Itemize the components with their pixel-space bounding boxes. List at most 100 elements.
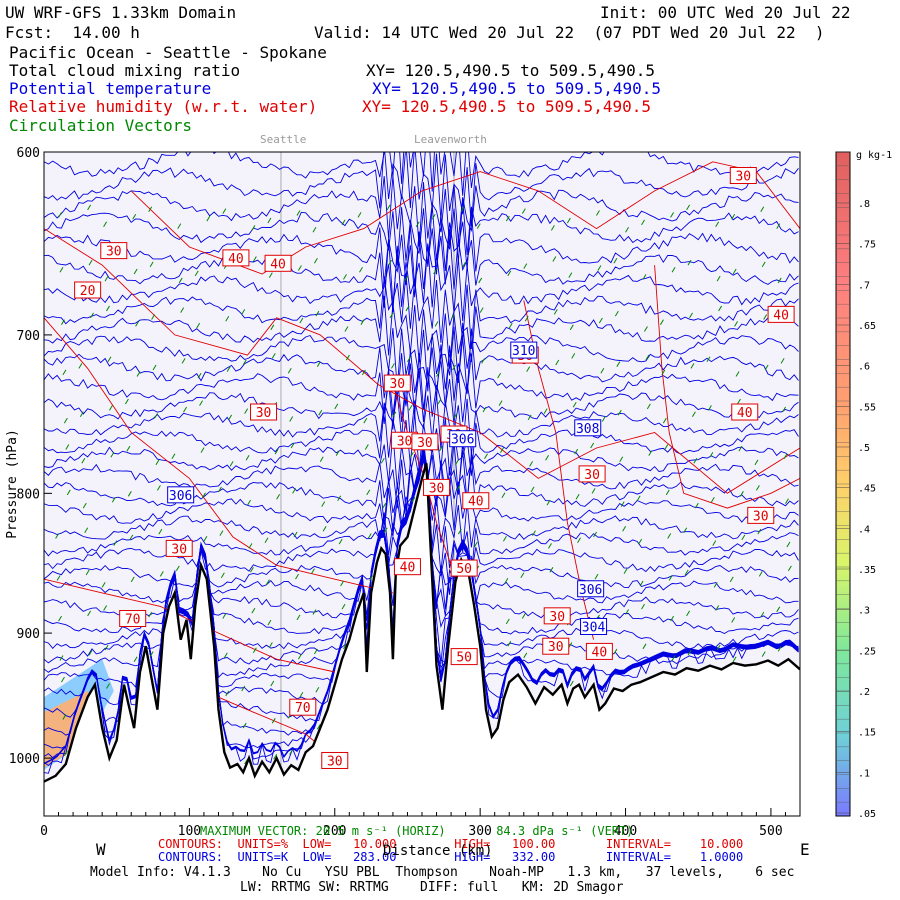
vector-arrow — [59, 655, 64, 661]
vector-arrow — [148, 611, 153, 618]
vector-arrow — [87, 610, 92, 617]
vector-arrow — [783, 453, 788, 459]
vector-arrow — [363, 417, 368, 424]
vector-arrow — [505, 215, 510, 222]
vector-arrow — [527, 414, 532, 421]
vector-arrow — [508, 322, 513, 329]
vector-arrow — [386, 204, 391, 211]
vector-arrow — [532, 530, 536, 536]
vector-arrow — [287, 368, 292, 374]
vector-arrow — [181, 358, 186, 364]
vector-arrow — [241, 685, 246, 692]
vector-arrow — [660, 319, 664, 325]
vector-arrow — [764, 364, 769, 371]
west-label: W — [96, 840, 106, 859]
vector-arrow — [758, 571, 763, 577]
vector-arrow — [598, 317, 603, 324]
vector-arrow — [335, 450, 340, 456]
colorbar-label: .3 — [858, 606, 870, 617]
rh-label: 30 — [548, 640, 564, 655]
max-vector-note: MAXIMUM VECTOR: 20.5 m s⁻¹ (HORIZ) 84.3 … — [200, 824, 634, 838]
vector-arrow — [127, 491, 132, 497]
vector-arrow — [693, 458, 698, 464]
vector-arrow — [84, 527, 89, 533]
vector-arrow — [706, 356, 711, 362]
vector-arrow — [623, 568, 628, 574]
vector-arrow — [312, 609, 317, 615]
vector-arrow — [523, 652, 528, 659]
vector-arrow — [431, 214, 436, 220]
theta-contour — [44, 228, 799, 308]
vector-arrow — [409, 451, 414, 458]
vector-arrow — [338, 538, 343, 545]
colorbar-label: .75 — [858, 240, 876, 251]
vector-arrow — [90, 312, 94, 319]
vector-arrow — [270, 680, 275, 687]
vector-arrow — [244, 408, 249, 414]
vector-arrow — [194, 270, 199, 277]
vector-arrow — [757, 528, 762, 535]
vector-arrow — [251, 607, 256, 614]
vector-arrow — [521, 208, 526, 214]
vector-arrow — [436, 371, 440, 377]
rh-label: 30 — [106, 245, 122, 260]
theta-label-box — [167, 486, 195, 504]
rh-label: 40 — [737, 406, 753, 421]
theta-contour-info: CONTOURS: UNITS=K LOW= 283.00 HIGH= 332.… — [158, 850, 744, 864]
vector-arrow — [345, 354, 350, 361]
vector-arrow — [55, 533, 60, 539]
theta-contour — [44, 198, 799, 267]
colorbar-label: .55 — [858, 402, 876, 413]
vector-arrow — [497, 372, 502, 379]
vector-arrow — [455, 459, 459, 466]
vector-arrow — [273, 754, 278, 760]
vector-arrow — [737, 398, 741, 405]
vector-arrow — [175, 565, 180, 572]
vector-arrow — [369, 575, 374, 581]
rh-label: 30 — [389, 377, 405, 392]
vector-arrow — [735, 371, 740, 377]
vector-arrow — [389, 312, 394, 319]
vector-arrow — [500, 447, 504, 453]
vector-arrow — [776, 606, 781, 613]
vector-arrow — [777, 277, 782, 284]
vector-arrow — [641, 603, 645, 610]
vector-arrow — [732, 656, 737, 663]
vector-arrow — [270, 324, 275, 331]
var-rh-xy: XY= 120.5,490.5 to 509.5,490.5 — [362, 97, 651, 116]
colorbar: .8 .75 .7 .65 .6 .55 .5 .45 .4 .35 .3 .25 .2 .15 .1 .05… — [835, 150, 892, 820]
rh-label: 40 — [228, 252, 244, 267]
vector-arrow — [113, 540, 118, 546]
var-theta-xy: XY= 120.5,490.5 to 509.5,490.5 — [372, 79, 661, 98]
vector-arrow — [107, 356, 112, 362]
vector-arrow — [88, 650, 93, 656]
rh-label-box — [165, 539, 193, 557]
vector-arrow — [135, 321, 140, 327]
theta-contour — [44, 328, 799, 407]
vector-arrow — [686, 204, 691, 211]
vector-arrow — [58, 615, 62, 622]
rh-label-box — [747, 506, 775, 524]
rh-label: 30 — [549, 610, 565, 625]
vector-arrow — [380, 458, 385, 464]
vector-arrow — [731, 617, 736, 623]
vector-arrow — [61, 319, 65, 325]
vector-arrow — [662, 417, 667, 424]
vector-arrow — [566, 217, 571, 224]
vector-arrow — [671, 655, 676, 661]
vector-arrow — [694, 502, 699, 509]
vector-arrow — [159, 571, 164, 577]
vector-arrow — [199, 400, 203, 406]
vector-arrow — [311, 568, 315, 574]
theta-contour — [44, 152, 799, 196]
vector-arrow — [481, 358, 486, 364]
var-vectors: Circulation Vectors — [9, 116, 193, 135]
vector-arrow — [782, 406, 786, 413]
vector-arrow — [292, 488, 297, 494]
theta-label-box — [449, 430, 477, 448]
rh-label-box — [450, 648, 478, 666]
vector-arrow — [411, 496, 416, 503]
rh-label-box — [74, 281, 102, 299]
theta-label: 308 — [576, 422, 599, 437]
